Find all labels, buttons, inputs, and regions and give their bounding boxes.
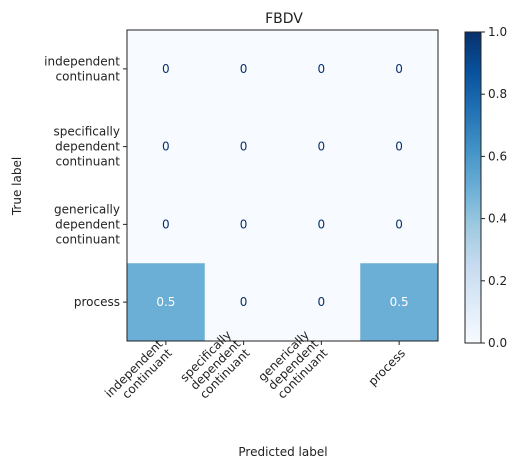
colorbar-tick-label: 0.6 bbox=[488, 149, 507, 163]
heatmap-cell bbox=[282, 30, 361, 109]
y-tick-label: independent bbox=[44, 54, 120, 68]
colorbar-tick-label: 1.0 bbox=[488, 25, 507, 39]
heatmap-cell bbox=[282, 185, 361, 264]
cell-value: 0 bbox=[318, 295, 326, 309]
cell-value: 0 bbox=[162, 217, 170, 231]
cell-value: 0 bbox=[240, 295, 248, 309]
y-tick-label: generically bbox=[54, 202, 120, 216]
heatmap-cell bbox=[282, 263, 361, 342]
cell-value: 0 bbox=[395, 62, 403, 76]
y-tick-label: dependent bbox=[55, 217, 120, 231]
cell-value: 0 bbox=[318, 62, 326, 76]
chart-title: FBDV bbox=[265, 11, 303, 27]
y-tick-label: specifically bbox=[54, 125, 120, 139]
heatmap-cell bbox=[360, 107, 439, 186]
cell-value: 0 bbox=[395, 140, 403, 154]
y-axis-label: True label bbox=[10, 157, 24, 216]
heatmap-cells: 0 0 0 0 0 0 0 0 0 0 0 0 0.5 0 0 0.5 bbox=[127, 30, 439, 342]
cell-value: 0 bbox=[318, 217, 326, 231]
heatmap-cell bbox=[204, 30, 283, 109]
x-axis-label: Predicted label bbox=[238, 445, 327, 459]
heatmap-cell bbox=[360, 263, 439, 342]
cell-value: 0 bbox=[240, 62, 248, 76]
heatmap-cell bbox=[360, 30, 439, 109]
y-tick-label: process bbox=[74, 295, 120, 309]
colorbar-gradient bbox=[464, 31, 482, 344]
x-tick-label-group: process bbox=[366, 346, 409, 389]
colorbar-ticks: 0.0 0.2 0.4 0.6 0.8 1.0 bbox=[481, 25, 507, 350]
x-tick-label: process bbox=[366, 346, 409, 389]
heatmap-cell bbox=[127, 107, 206, 186]
y-tick-label: continuant bbox=[56, 69, 121, 83]
cell-value: 0 bbox=[162, 62, 170, 76]
cell-value: 0 bbox=[240, 217, 248, 231]
heatmap-cell bbox=[127, 185, 206, 264]
y-tick-label: continuant bbox=[56, 155, 121, 169]
cell-value: 0 bbox=[162, 140, 170, 154]
heatmap-cell bbox=[282, 107, 361, 186]
heatmap-cell bbox=[204, 107, 283, 186]
cell-value: 0 bbox=[240, 140, 248, 154]
colorbar-tick-label: 0.2 bbox=[488, 274, 507, 288]
plot-frame bbox=[126, 29, 439, 342]
heatmap-cell bbox=[127, 30, 206, 109]
colorbar-tick-label: 0.8 bbox=[488, 87, 507, 101]
y-tick-label: continuant bbox=[56, 232, 121, 246]
cell-value: 0 bbox=[395, 217, 403, 231]
cell-value: 0.5 bbox=[390, 295, 409, 309]
heatmap-cell bbox=[204, 185, 283, 264]
colorbar-tick-label: 0.4 bbox=[488, 212, 507, 226]
y-axis-ticks: independentcontinuantspecificallydepende… bbox=[44, 54, 127, 309]
colorbar-tick-label: 0.0 bbox=[488, 336, 507, 350]
heatmap-cell bbox=[127, 263, 206, 342]
cell-value: 0.5 bbox=[156, 295, 175, 309]
cell-value: 0 bbox=[318, 140, 326, 154]
heatmap-cell bbox=[360, 185, 439, 264]
colorbar: 0.0 0.2 0.4 0.6 0.8 1.0 bbox=[464, 25, 507, 350]
heatmap-cell bbox=[204, 263, 283, 342]
y-tick-label: dependent bbox=[55, 140, 120, 154]
